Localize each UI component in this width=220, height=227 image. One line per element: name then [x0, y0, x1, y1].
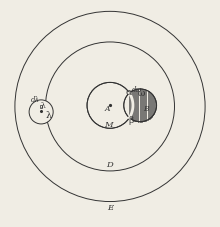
- Text: E: E: [107, 203, 113, 211]
- Circle shape: [87, 83, 133, 129]
- Text: B: B: [143, 104, 149, 112]
- Text: ω: ω: [138, 89, 145, 98]
- Text: D: D: [107, 161, 113, 169]
- Text: α: α: [125, 88, 131, 97]
- Text: dλ: dλ: [31, 96, 40, 104]
- Text: β: β: [128, 116, 134, 125]
- Text: λ: λ: [40, 101, 45, 109]
- Circle shape: [124, 90, 157, 122]
- Circle shape: [29, 100, 53, 124]
- Text: A: A: [105, 105, 110, 113]
- Text: dω: dω: [132, 85, 142, 93]
- Text: M: M: [104, 121, 113, 129]
- Bar: [40, 106, 42, 109]
- Text: λ: λ: [45, 111, 51, 120]
